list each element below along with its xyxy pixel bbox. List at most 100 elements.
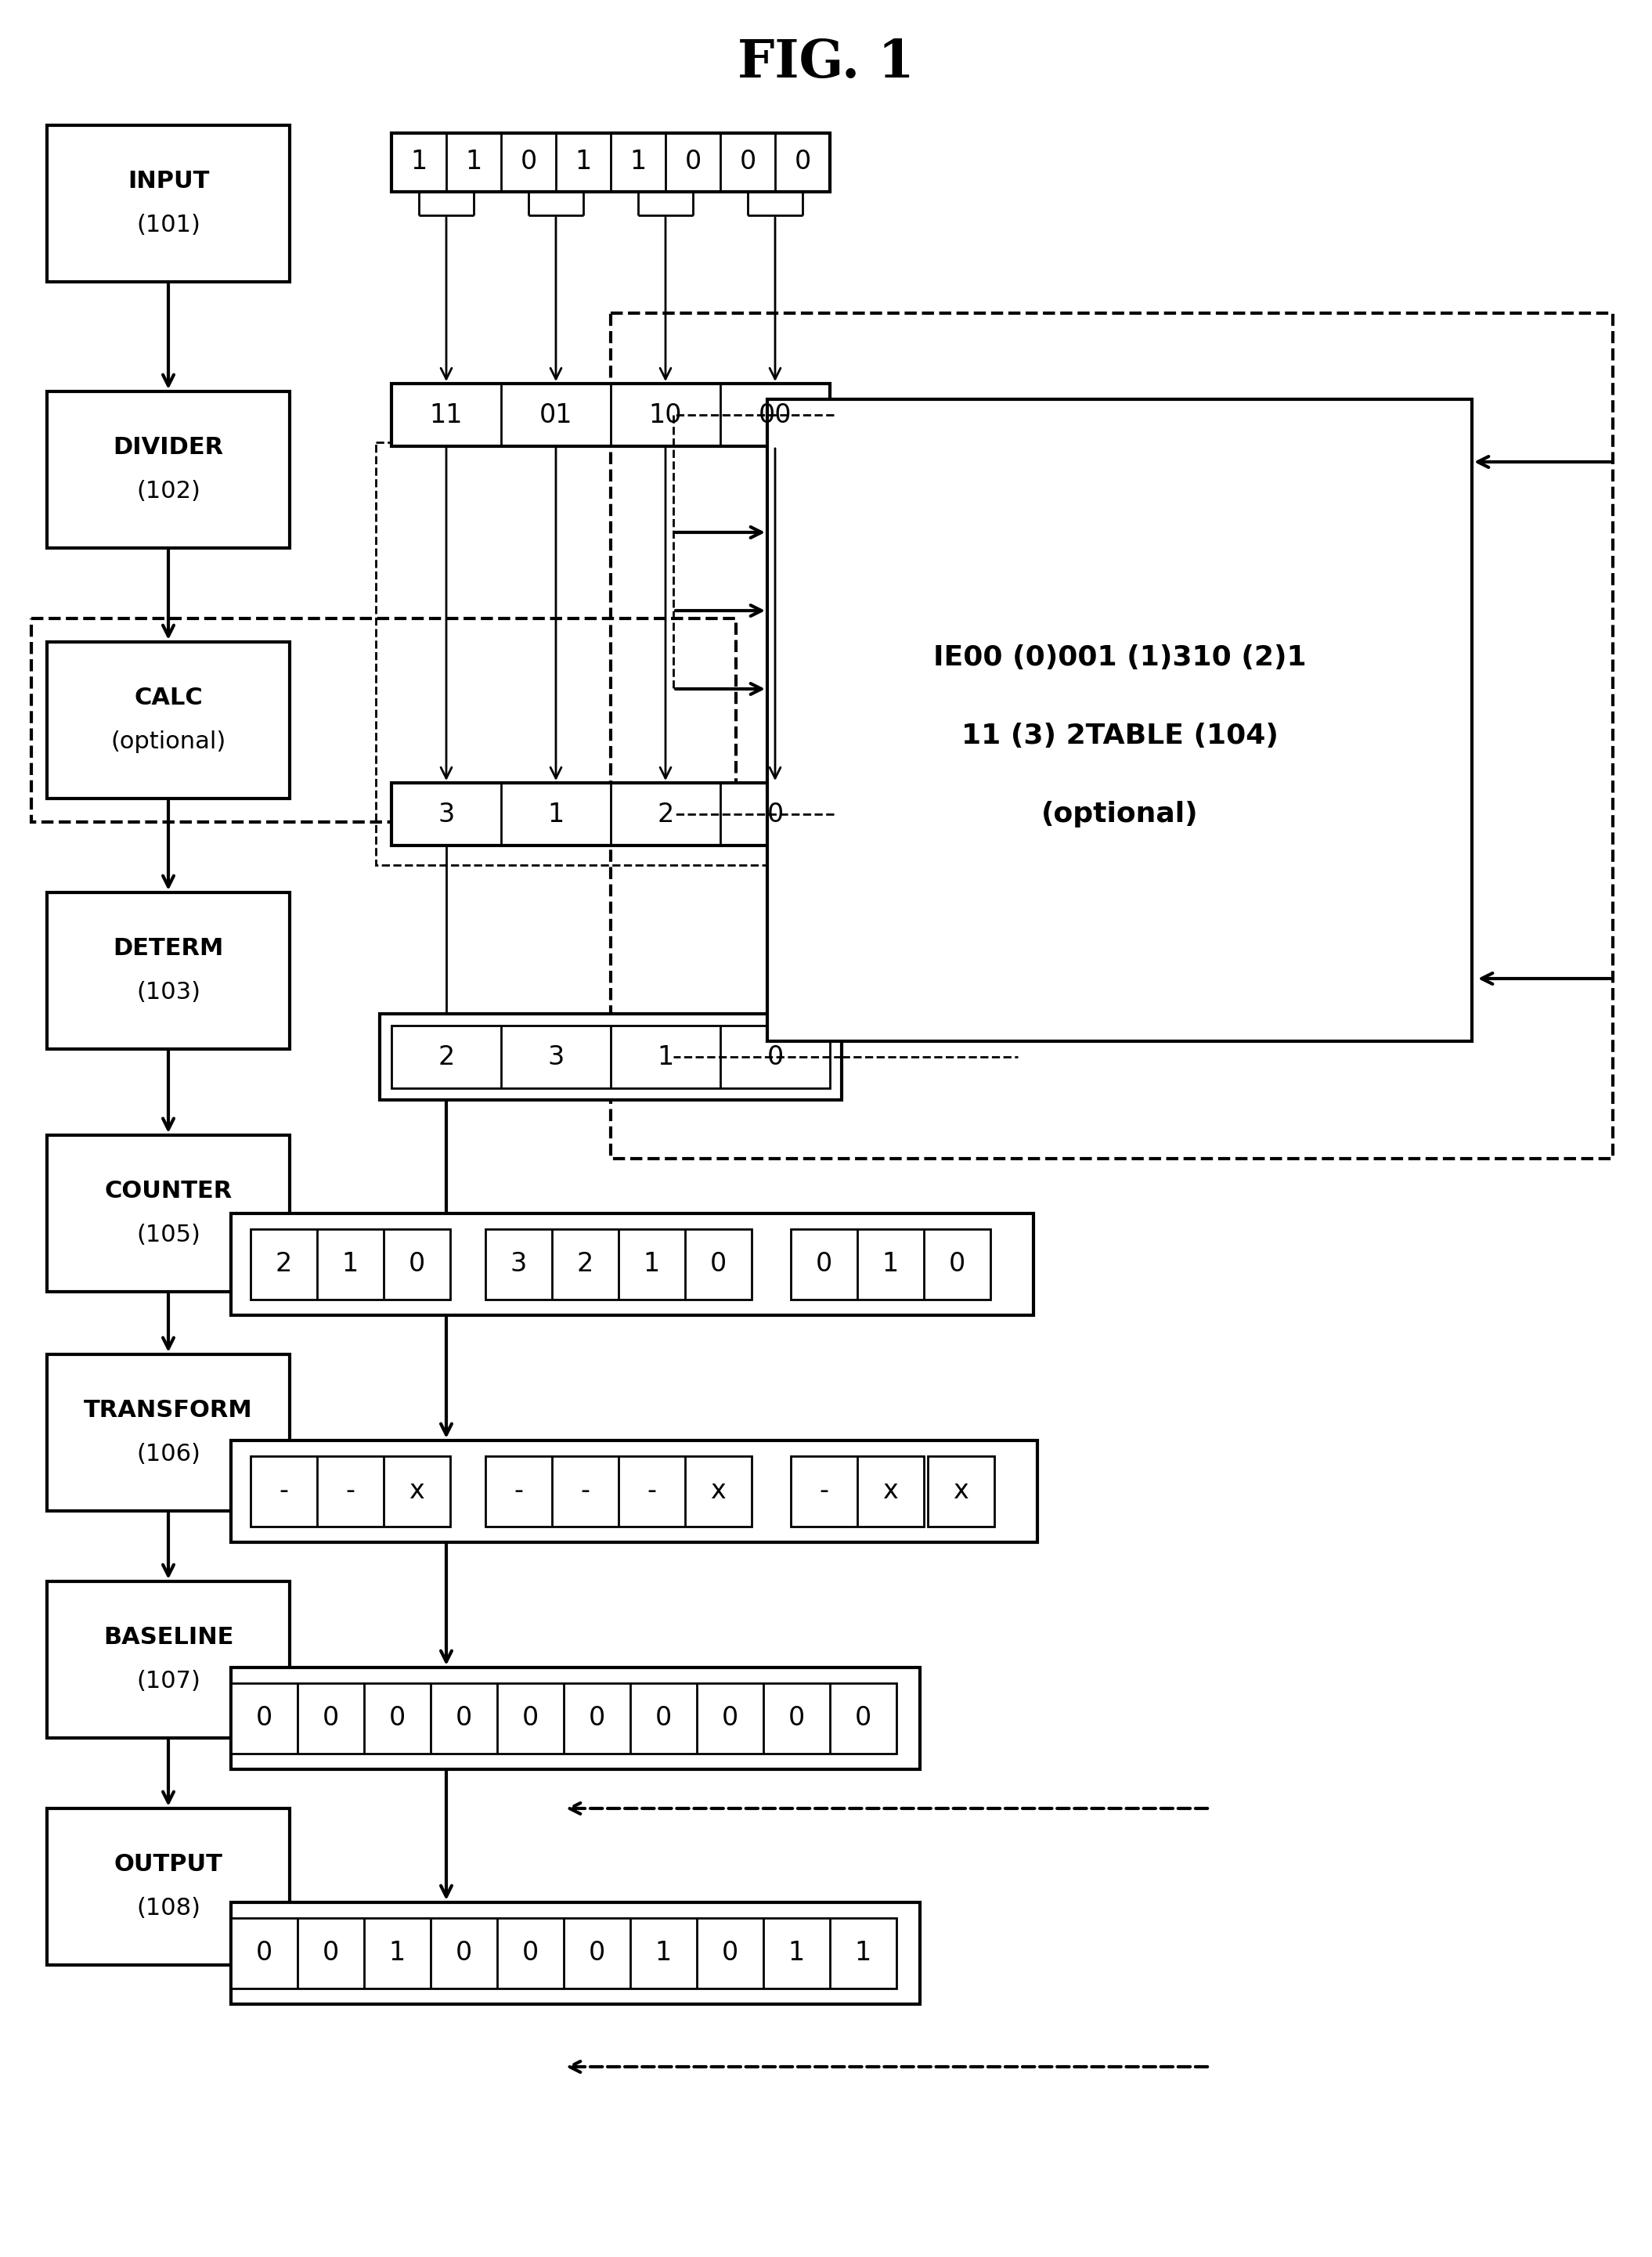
Bar bbox=[46, 1582, 289, 1738]
Text: CALC: CALC bbox=[134, 686, 203, 709]
Bar bbox=[46, 1354, 289, 1510]
Text: (107): (107) bbox=[135, 1670, 200, 1693]
Text: x: x bbox=[710, 1478, 725, 1503]
Text: 0: 0 bbox=[948, 1250, 965, 1277]
Text: (103): (103) bbox=[135, 982, 200, 1004]
Text: 0: 0 bbox=[322, 1941, 339, 1966]
Text: 0: 0 bbox=[788, 1706, 805, 1731]
Text: 3: 3 bbox=[547, 1045, 565, 1070]
Text: 2: 2 bbox=[274, 1250, 292, 1277]
Text: DIVIDER: DIVIDER bbox=[112, 436, 223, 458]
Text: FIG. 1: FIG. 1 bbox=[738, 36, 914, 88]
Text: 0: 0 bbox=[854, 1706, 871, 1731]
Text: 0: 0 bbox=[588, 1706, 605, 1731]
Text: -: - bbox=[279, 1478, 287, 1503]
Bar bbox=[486, 1456, 752, 1526]
Text: -: - bbox=[819, 1478, 828, 1503]
Bar bbox=[392, 384, 829, 447]
Text: 1: 1 bbox=[788, 1941, 805, 1966]
Text: (102): (102) bbox=[135, 481, 200, 503]
Text: 3: 3 bbox=[438, 801, 454, 826]
Text: 10: 10 bbox=[649, 402, 682, 429]
Text: 1: 1 bbox=[575, 149, 591, 176]
Text: 0: 0 bbox=[520, 149, 537, 176]
Bar bbox=[928, 1456, 995, 1526]
Text: 2: 2 bbox=[577, 1250, 593, 1277]
Bar bbox=[231, 1903, 920, 2004]
Text: DETERM: DETERM bbox=[112, 937, 223, 959]
Bar bbox=[392, 133, 829, 192]
Bar bbox=[46, 124, 289, 282]
Bar bbox=[392, 783, 829, 846]
Text: (106): (106) bbox=[135, 1442, 200, 1465]
Text: 1: 1 bbox=[654, 1941, 671, 1966]
Text: (optional): (optional) bbox=[111, 731, 226, 754]
Text: 0: 0 bbox=[256, 1941, 273, 1966]
Bar bbox=[46, 641, 289, 799]
Text: x: x bbox=[953, 1478, 968, 1503]
Bar bbox=[46, 892, 289, 1050]
Text: 0: 0 bbox=[456, 1941, 472, 1966]
Bar bbox=[231, 1918, 897, 1988]
Text: 2: 2 bbox=[438, 1045, 454, 1070]
Text: -: - bbox=[345, 1478, 355, 1503]
Text: IE00 (0)001 (1)310 (2)1: IE00 (0)001 (1)310 (2)1 bbox=[933, 643, 1307, 670]
Text: 0: 0 bbox=[588, 1941, 605, 1966]
Bar bbox=[46, 1808, 289, 1966]
Bar bbox=[251, 1456, 451, 1526]
Text: 1: 1 bbox=[342, 1250, 358, 1277]
Text: x: x bbox=[408, 1478, 425, 1503]
Text: 11: 11 bbox=[430, 402, 463, 429]
Text: 00: 00 bbox=[758, 402, 791, 429]
Text: 0: 0 bbox=[767, 801, 783, 826]
Text: -: - bbox=[646, 1478, 656, 1503]
Bar bbox=[791, 1230, 991, 1300]
Text: 1: 1 bbox=[629, 149, 646, 176]
Bar bbox=[46, 1135, 289, 1291]
Text: 0: 0 bbox=[522, 1706, 539, 1731]
Bar bbox=[611, 314, 1612, 1158]
Text: 0: 0 bbox=[767, 1045, 783, 1070]
Text: OUTPUT: OUTPUT bbox=[114, 1853, 223, 1876]
Text: 1: 1 bbox=[854, 1941, 871, 1966]
Text: 1: 1 bbox=[466, 149, 482, 176]
Text: 0: 0 bbox=[456, 1706, 472, 1731]
Text: 0: 0 bbox=[684, 149, 700, 176]
Text: BASELINE: BASELINE bbox=[102, 1627, 233, 1650]
Text: 1: 1 bbox=[388, 1941, 405, 1966]
Text: 0: 0 bbox=[816, 1250, 833, 1277]
Text: -: - bbox=[514, 1478, 524, 1503]
Text: 1: 1 bbox=[657, 1045, 674, 1070]
Text: 0: 0 bbox=[522, 1941, 539, 1966]
Bar bbox=[486, 1230, 752, 1300]
Text: 1: 1 bbox=[882, 1250, 899, 1277]
Text: 1: 1 bbox=[411, 149, 428, 176]
Text: 1: 1 bbox=[643, 1250, 659, 1277]
Text: 0: 0 bbox=[654, 1706, 671, 1731]
Text: -: - bbox=[580, 1478, 590, 1503]
Text: 11 (3) 2TABLE (104): 11 (3) 2TABLE (104) bbox=[961, 722, 1279, 749]
Text: (optional): (optional) bbox=[1041, 801, 1198, 828]
Text: 0: 0 bbox=[388, 1706, 405, 1731]
Bar bbox=[392, 1025, 829, 1088]
Text: 0: 0 bbox=[722, 1706, 738, 1731]
Bar bbox=[380, 1013, 841, 1099]
Text: COUNTER: COUNTER bbox=[104, 1180, 233, 1203]
Text: 01: 01 bbox=[539, 402, 573, 429]
Text: INPUT: INPUT bbox=[127, 169, 210, 194]
Bar bbox=[251, 1230, 451, 1300]
Text: 0: 0 bbox=[722, 1941, 738, 1966]
Bar bbox=[791, 1456, 923, 1526]
Text: (105): (105) bbox=[135, 1223, 200, 1246]
Bar bbox=[31, 618, 735, 822]
Bar bbox=[46, 390, 289, 548]
Text: TRANSFORM: TRANSFORM bbox=[84, 1399, 253, 1422]
Text: 0: 0 bbox=[322, 1706, 339, 1731]
Text: x: x bbox=[882, 1478, 899, 1503]
Text: 3: 3 bbox=[510, 1250, 527, 1277]
Text: 0: 0 bbox=[408, 1250, 425, 1277]
Bar bbox=[375, 442, 846, 864]
Bar bbox=[231, 1684, 897, 1754]
Text: (108): (108) bbox=[135, 1898, 200, 1921]
Text: 0: 0 bbox=[256, 1706, 273, 1731]
